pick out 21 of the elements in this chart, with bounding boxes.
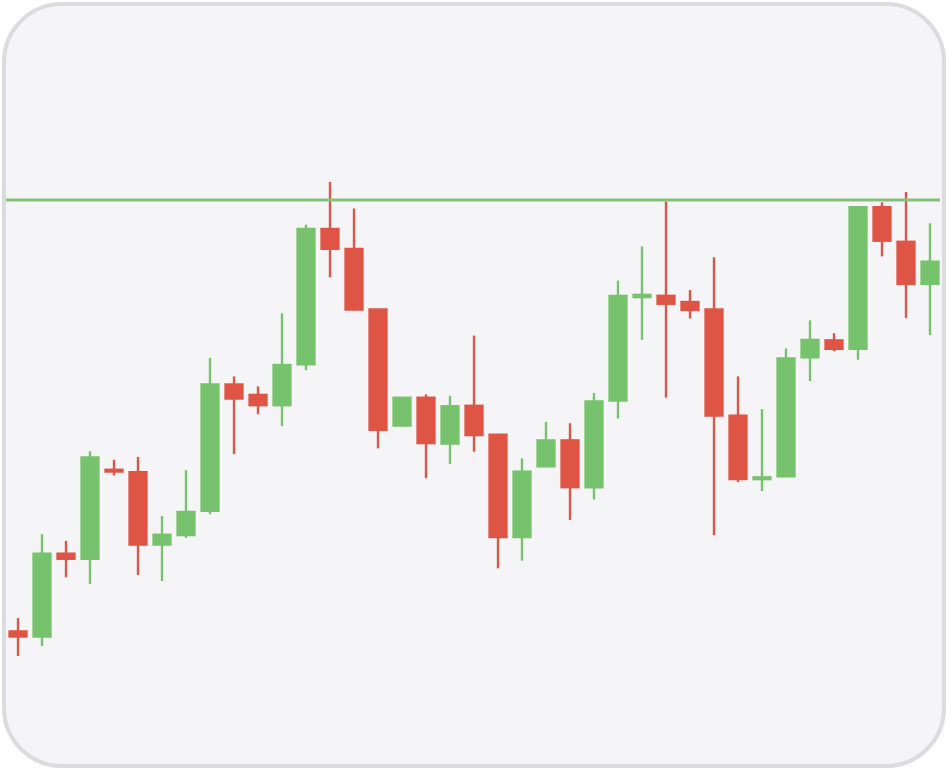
candlestick bbox=[752, 407, 772, 493]
candlestick bbox=[248, 385, 268, 416]
candlestick bbox=[656, 200, 676, 399]
candlestick bbox=[680, 288, 700, 320]
candlestick bbox=[440, 394, 460, 466]
candlestick bbox=[416, 393, 436, 480]
candlestick bbox=[392, 396, 412, 427]
candlestick bbox=[464, 334, 484, 453]
candlestick bbox=[920, 222, 940, 337]
candlestick bbox=[8, 616, 28, 658]
candlestick bbox=[152, 514, 172, 583]
candlestick bbox=[824, 332, 844, 353]
candlestick bbox=[176, 468, 196, 540]
candlestick bbox=[272, 312, 292, 428]
candlestick bbox=[536, 420, 556, 469]
candlestick bbox=[224, 375, 244, 456]
candlestick bbox=[800, 319, 820, 383]
candlestick bbox=[56, 539, 76, 579]
candlestick bbox=[872, 201, 892, 258]
candlestick bbox=[896, 190, 916, 320]
candlestick bbox=[320, 180, 340, 279]
